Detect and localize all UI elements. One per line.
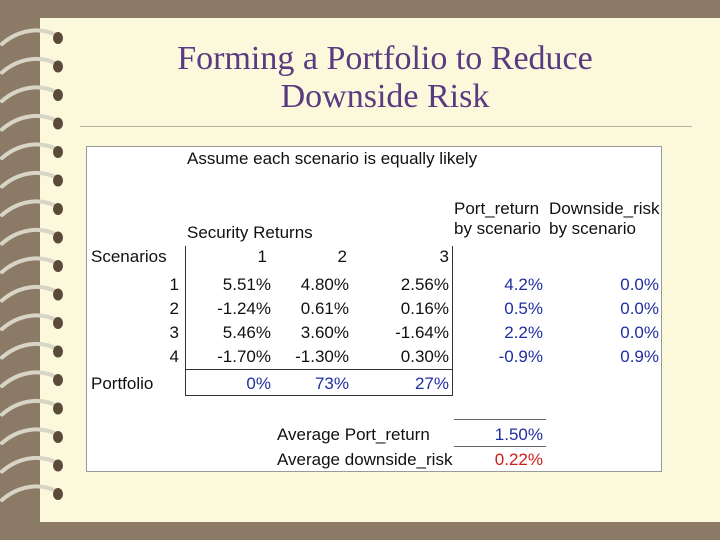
summary-rule-top [454, 419, 546, 420]
summary-rule-mid [454, 446, 546, 447]
avg-return-value: 1.50% [494, 425, 543, 444]
downside-cell: 0.9% [620, 347, 659, 366]
downside-cell: 0.0% [620, 323, 659, 342]
port-return-cell: 4.2% [504, 275, 543, 294]
scenario-number: 2 [169, 299, 179, 318]
return-cell: 3.60% [300, 323, 349, 342]
security-col-1: 1 [257, 247, 267, 266]
grid-line-right [452, 246, 453, 396]
grid-line-bottom [185, 395, 453, 396]
return-cell: 2.56% [400, 275, 449, 294]
scenario-number: 4 [169, 347, 179, 366]
avg-downside-value: 0.22% [494, 450, 543, 469]
avg-downside-label: Average downside_risk [277, 450, 453, 469]
return-cell: -1.64% [395, 323, 449, 342]
return-cell: -1.70% [217, 347, 271, 366]
weight-cell-3: 27% [414, 374, 449, 393]
port-return-cell: 2.2% [504, 323, 543, 342]
weight-cell-1: 0% [246, 374, 271, 393]
scenarios-label: Scenarios [91, 247, 167, 266]
title-divider [80, 126, 692, 127]
return-cell: -1.24% [217, 299, 271, 318]
return-cell: 4.80% [300, 275, 349, 294]
downside-cell: 0.0% [620, 299, 659, 318]
return-cell: 0.30% [400, 347, 449, 366]
return-cell: -1.30% [295, 347, 349, 366]
security-col-3: 3 [439, 247, 449, 266]
port-return-header: Port_return by scenario [454, 199, 541, 238]
security-col-2: 2 [337, 247, 347, 266]
title-line-1: Forming a Portfolio to Reduce [177, 40, 593, 77]
return-cell: 0.16% [400, 299, 449, 318]
avg-return-label: Average Port_return [277, 425, 430, 444]
return-cell: 5.51% [222, 275, 271, 294]
slide-title: Forming a Portfolio to Reduce Downside R… [80, 40, 690, 116]
downside-risk-header: Downside_risk by scenario [549, 199, 660, 238]
return-cell: 5.46% [222, 323, 271, 342]
port-return-cell: 0.5% [504, 299, 543, 318]
portfolio-label: Portfolio [91, 374, 154, 393]
downside-cell: 0.0% [620, 275, 659, 294]
scenario-number: 1 [169, 275, 179, 294]
weight-cell-2: 73% [314, 374, 349, 393]
spiral-binding-icon [0, 28, 63, 502]
scenario-number: 3 [169, 323, 179, 342]
title-line-2: Downside Risk [280, 78, 490, 115]
grid-line-left [185, 246, 186, 396]
return-cell: 0.61% [300, 299, 349, 318]
assumption-note: Assume each scenario is equally likely [187, 149, 478, 168]
spreadsheet-table: Assume each scenario is equally likely P… [86, 146, 662, 472]
security-returns-label: Security Returns [187, 223, 313, 242]
grid-line-weights [185, 369, 453, 370]
port-return-cell: -0.9% [498, 347, 543, 366]
